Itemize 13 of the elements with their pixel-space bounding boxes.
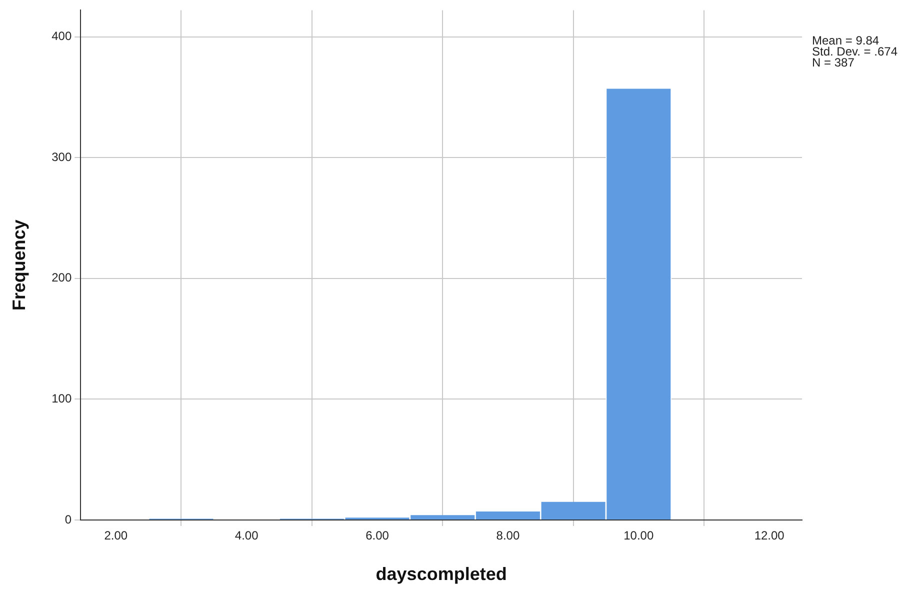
y-tick-label: 0 — [64, 512, 72, 526]
y-tick-label: 400 — [52, 29, 72, 44]
y-tick-label: 100 — [52, 392, 72, 406]
y-tick-label: 300 — [52, 150, 72, 164]
x-tick-label: 6.00 — [366, 528, 390, 543]
x-tick-label: 12.00 — [754, 528, 785, 543]
x-tick-label: 2.00 — [104, 528, 128, 543]
x-axis-title: dayscompleted — [376, 564, 507, 584]
y-tick-label: 200 — [52, 270, 72, 285]
x-tick-label: 10.00 — [624, 528, 654, 543]
x-tick-label: 8.00 — [496, 528, 520, 543]
x-tick-label: 4.00 — [234, 528, 259, 543]
y-axis-title: Frequency — [8, 220, 29, 311]
